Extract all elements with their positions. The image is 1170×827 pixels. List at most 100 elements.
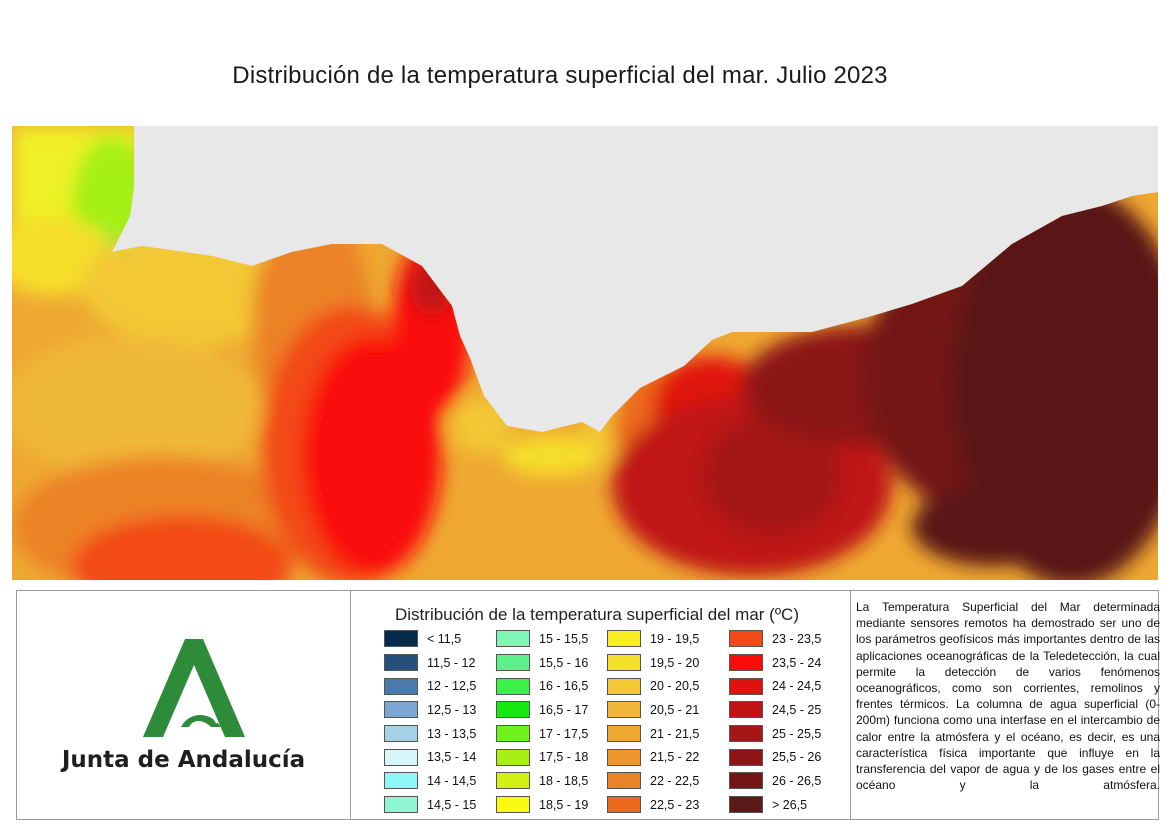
legend-item: 16 - 16,5 [496, 674, 588, 698]
legend-swatch [729, 701, 763, 719]
legend-swatch [607, 677, 641, 695]
legend-item: 17,5 - 18 [496, 745, 588, 769]
logo-text: Junta de Andalucía [61, 747, 306, 773]
legend-swatch [607, 630, 641, 648]
legend-item: 13,5 - 14 [384, 745, 476, 769]
legend-label: 26 - 26,5 [772, 773, 822, 788]
legend-label: 14,5 - 15 [427, 797, 477, 812]
page-title: Distribución de la temperatura superfici… [232, 62, 888, 89]
legend-label: 18,5 - 19 [539, 797, 589, 812]
legend-column: 15 - 15,5 15,5 - 16 16 - 16,5 16,5 - 17 17 -… [496, 627, 588, 817]
legend-item: 26 - 26,5 [729, 769, 821, 793]
legend-swatch [384, 630, 418, 648]
legend-label: 24,5 - 25 [772, 702, 822, 717]
legend-item: 24,5 - 25 [729, 698, 821, 722]
legend-item: 23,5 - 24 [729, 651, 821, 675]
legend-column: 19 - 19,5 19,5 - 20 20 - 20,5 20,5 - 21 21 -… [607, 627, 699, 817]
legend-label: > 26,5 [772, 797, 808, 812]
legend-swatch [729, 748, 763, 766]
legend-item: 21 - 21,5 [607, 722, 699, 746]
legend-swatch [607, 748, 641, 766]
legend-swatch [384, 772, 418, 790]
legend-swatch [729, 725, 763, 743]
legend-item: 16,5 - 17 [496, 698, 588, 722]
legend-label: 23,5 - 24 [772, 655, 822, 670]
legend-item: 14,5 - 15 [384, 793, 476, 817]
legend-label: 12 - 12,5 [427, 679, 477, 694]
legend-swatch [496, 677, 530, 695]
legend-swatch [496, 654, 530, 672]
legend-item: 18 - 18,5 [496, 769, 588, 793]
legend-label: 21,5 - 22 [650, 750, 700, 765]
legend-swatch [384, 677, 418, 695]
legend-title: Distribución de la temperatura superfici… [395, 605, 799, 624]
legend-item: 19 - 19,5 [607, 627, 699, 651]
legend-swatch [496, 772, 530, 790]
legend-swatch [384, 748, 418, 766]
legend-item: 12,5 - 13 [384, 698, 476, 722]
legend-label: 22 - 22,5 [650, 773, 700, 788]
legend-item: 15 - 15,5 [496, 627, 588, 651]
legend-item: 20 - 20,5 [607, 674, 699, 698]
legend-swatch [729, 630, 763, 648]
legend-column: < 11,5 11,5 - 12 12 - 12,5 12,5 - 13 13 - 13… [384, 627, 476, 817]
legend-label: 16 - 16,5 [539, 679, 589, 694]
legend-swatch [496, 748, 530, 766]
legend-label: 11,5 - 12 [427, 655, 476, 670]
legend-item: 20,5 - 21 [607, 698, 699, 722]
legend-swatch [729, 654, 763, 672]
legend-swatch [607, 654, 641, 672]
legend-label: 25 - 25,5 [772, 726, 822, 741]
legend-swatch [607, 772, 641, 790]
legend-label: 19,5 - 20 [650, 655, 700, 670]
legend-item: 25,5 - 26 [729, 745, 821, 769]
description-text: La Temperatura Superficial del Mar deter… [856, 600, 1160, 793]
legend-label: 13 - 13,5 [427, 726, 477, 741]
legend-item: 24 - 24,5 [729, 674, 821, 698]
legend-swatch [607, 725, 641, 743]
legend-item: 22,5 - 23 [607, 793, 699, 817]
legend-item: 19,5 - 20 [607, 651, 699, 675]
legend-label: 24 - 24,5 [772, 679, 822, 694]
legend-swatch [384, 725, 418, 743]
legend-swatch [496, 796, 530, 814]
legend-item: 12 - 12,5 [384, 674, 476, 698]
legend-swatch [607, 701, 641, 719]
legend-label: < 11,5 [427, 631, 462, 646]
legend-swatch [496, 725, 530, 743]
legend-item: 21,5 - 22 [607, 745, 699, 769]
legend-label: 25,5 - 26 [772, 750, 822, 765]
legend-item: 14 - 14,5 [384, 769, 476, 793]
logo-box: Junta de Andalucía [17, 591, 351, 819]
map-canvas [12, 126, 1158, 580]
legend-item: 17 - 17,5 [496, 722, 588, 746]
legend-label: 17,5 - 18 [539, 750, 589, 765]
legend-item: 15,5 - 16 [496, 651, 588, 675]
legend-swatch [384, 654, 418, 672]
info-panel: Junta de Andalucía Distribución de la te… [16, 590, 1160, 820]
legend-label: 14 - 14,5 [427, 773, 477, 788]
legend-label: 16,5 - 17 [539, 702, 589, 717]
legend-swatch [496, 701, 530, 719]
legend-label: 13,5 - 14 [427, 750, 477, 765]
legend-item: 22 - 22,5 [607, 769, 699, 793]
legend-swatch [607, 796, 641, 814]
sea-temperature-map[interactable] [12, 126, 1158, 580]
legend-item: 11,5 - 12 [384, 651, 476, 675]
legend-item: > 26,5 [729, 793, 821, 817]
legend-label: 20 - 20,5 [650, 679, 700, 694]
legend-item: < 11,5 [384, 627, 476, 651]
legend-swatch [384, 701, 418, 719]
legend-label: 21 - 21,5 [650, 726, 700, 741]
legend-item: 23 - 23,5 [729, 627, 821, 651]
legend: Distribución de la temperatura superfici… [351, 591, 851, 819]
legend-label: 18 - 18,5 [539, 773, 589, 788]
legend-label: 15 - 15,5 [539, 631, 589, 646]
legend-column: 23 - 23,5 23,5 - 24 24 - 24,5 24,5 - 25 25 -… [729, 627, 821, 817]
legend-swatch [729, 772, 763, 790]
legend-label: 15,5 - 16 [539, 655, 589, 670]
legend-label: 22,5 - 23 [650, 797, 700, 812]
legend-label: 20,5 - 21 [650, 702, 700, 717]
junta-andalucia-logo-icon [143, 639, 245, 737]
legend-label: 12,5 - 13 [427, 702, 477, 717]
